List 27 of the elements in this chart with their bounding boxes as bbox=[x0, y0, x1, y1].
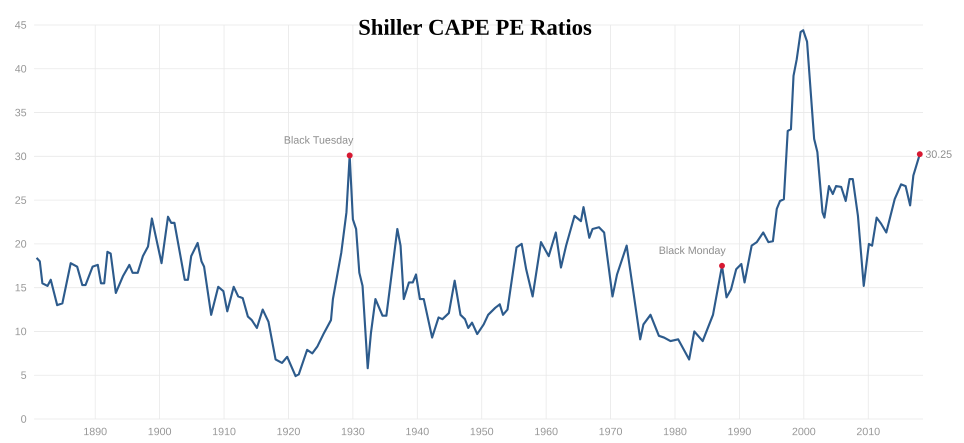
y-tick-label: 0 bbox=[21, 415, 26, 423]
x-tick-label: 1940 bbox=[406, 428, 429, 436]
y-tick-label: 30 bbox=[15, 152, 26, 160]
x-tick-label: 1890 bbox=[84, 428, 107, 436]
y-tick-label: 15 bbox=[16, 284, 26, 292]
y-tick-label: 40 bbox=[15, 65, 26, 73]
x-tick-label: 1980 bbox=[664, 428, 686, 436]
x-tick-label: 1960 bbox=[535, 428, 558, 436]
x-tick-label: 2000 bbox=[792, 428, 816, 436]
y-tick-label: 20 bbox=[15, 240, 26, 248]
y-tick-label: 25 bbox=[15, 196, 26, 204]
x-tick-label: 2010 bbox=[856, 428, 880, 436]
annotation: Black Tuesday bbox=[284, 136, 354, 146]
y-tick-label: 45 bbox=[15, 21, 26, 29]
x-tick-label: 1920 bbox=[277, 428, 300, 436]
x-tick-label: 1900 bbox=[148, 428, 172, 436]
annotation: Black Monday bbox=[660, 246, 726, 256]
annotation: 30.25 bbox=[926, 150, 952, 158]
x-tick-label: 1990 bbox=[728, 428, 751, 436]
x-tick-label: 1970 bbox=[600, 428, 622, 436]
x-tick-label: 1930 bbox=[342, 428, 364, 436]
x-tick-label: 1910 bbox=[212, 428, 236, 436]
y-tick-label: 5 bbox=[21, 372, 26, 379]
chart-title: Shiller CAPE PE Ratios bbox=[359, 19, 592, 35]
y-tick-label: 10 bbox=[16, 328, 26, 336]
y-tick-label: 35 bbox=[15, 108, 26, 116]
x-tick-label: 1950 bbox=[470, 428, 494, 436]
